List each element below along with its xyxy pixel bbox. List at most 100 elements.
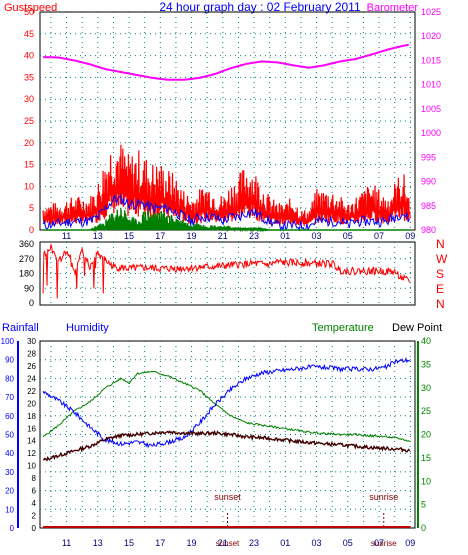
hour-tick-label: 23 — [249, 538, 259, 548]
wind-pressure-hour-ticks: 11 13 15 17 19 21 23 01 03 05 07 09 — [62, 231, 415, 241]
rainfall-tick-label: 20 — [5, 487, 14, 496]
barometer-tick-label: 1010 — [421, 80, 441, 90]
humidity-tick-label: 30 — [27, 337, 36, 346]
gustspeed-tick-label: 20 — [24, 138, 34, 148]
gustspeed-tick-label: 50 — [24, 7, 34, 17]
rainfall-tick-label: 60 — [5, 412, 14, 421]
hour-tick-label: 07 — [374, 538, 384, 548]
barometer-tick-label: 1005 — [421, 104, 441, 114]
hour-tick-label: 17 — [155, 538, 165, 548]
rainfall-tick-label: 0 — [10, 524, 15, 533]
hour-tick-label: 05 — [343, 538, 353, 548]
sun-event-label: sunset — [214, 492, 241, 502]
gustspeed-tick-label: 15 — [24, 160, 34, 170]
wind-direction-grid — [40, 242, 415, 305]
hour-tick-label: 01 — [280, 231, 290, 241]
hour-tick-label: 17 — [155, 231, 165, 241]
humidity-tick-label: 18 — [27, 412, 36, 421]
humidity-tick-label: 6 — [32, 487, 37, 496]
wind-direction-tick-label: 0 — [29, 298, 34, 308]
hour-tick-label: 03 — [312, 538, 322, 548]
rainfall-tick-label: 30 — [5, 468, 14, 477]
hour-tick-label: 19 — [187, 231, 197, 241]
barometer-tick-label: 990 — [421, 177, 436, 187]
gustspeed-line — [42, 144, 411, 227]
temperature-tick-label: 20 — [421, 430, 431, 440]
rainfall-tick-label: 90 — [5, 356, 14, 365]
barometer-tick-label: 985 — [421, 201, 436, 211]
hour-tick-label: 15 — [124, 231, 134, 241]
hour-tick-label: 01 — [280, 538, 290, 548]
humidity-tick-label: 16 — [27, 424, 36, 433]
hour-tick-label: 13 — [93, 538, 103, 548]
temperature-line — [42, 370, 411, 442]
compass-letter: W — [436, 252, 448, 266]
temperature-axis-ticks: 0 5 10 15 20 25 30 35 40 — [421, 336, 431, 533]
sun-event-axis-label: sunset — [216, 539, 240, 548]
hour-tick-label: 15 — [124, 538, 134, 548]
gustspeed-tick-label: 25 — [24, 116, 34, 126]
temperature-tick-label: 0 — [421, 523, 426, 533]
average-wind-line — [42, 193, 410, 232]
humidity-tick-label: 20 — [27, 399, 36, 408]
rainfall-tick-label: 80 — [5, 374, 14, 383]
wind-pressure-plot-frame — [39, 11, 416, 231]
gustspeed-axis-ticks: 0 5 10 15 20 25 30 35 40 45 50 — [24, 7, 34, 235]
gustspeed-tick-label: 0 — [29, 225, 34, 235]
barometer-tick-label: 1000 — [421, 128, 441, 138]
hour-tick-label: 19 — [187, 538, 197, 548]
compass-letter: N — [436, 297, 445, 311]
wind-pressure-series — [42, 43, 411, 233]
humidity-tick-label: 28 — [27, 349, 36, 358]
compass-letter: N — [436, 237, 445, 251]
rainfall-axis-ticks: 0 10 20 30 40 50 60 70 80 90 100 — [1, 337, 15, 533]
temperature-tick-label: 5 — [421, 500, 426, 510]
hour-tick-label: 09 — [405, 538, 415, 548]
hour-tick-label: 13 — [93, 231, 103, 241]
humidity-axis-title: Humidity — [66, 322, 109, 334]
compass-letter: E — [436, 282, 444, 296]
sun-event-annotations: sunset sunset sunrise sunrise — [214, 492, 398, 548]
temperature-tick-label: 30 — [421, 383, 431, 393]
wind-direction-line — [42, 244, 410, 299]
gustspeed-tick-label: 35 — [24, 72, 34, 82]
gustspeed-tick-label: 5 — [29, 203, 34, 213]
humidity-temperature-grid — [17, 341, 419, 528]
hour-tick-label: 23 — [249, 231, 259, 241]
humidity-tick-label: 8 — [32, 474, 37, 483]
sun-event-axis-label: sunrise — [371, 539, 397, 548]
barometer-line — [43, 43, 409, 81]
humidity-tick-label: 26 — [27, 362, 36, 371]
gustspeed-tick-label: 10 — [24, 181, 34, 191]
temperature-tick-label: 40 — [421, 336, 431, 346]
barometer-tick-label: 995 — [421, 152, 436, 162]
hour-tick-label: 05 — [343, 231, 353, 241]
temperature-axis-title: Temperature — [312, 322, 374, 334]
hour-tick-label: 03 — [312, 231, 322, 241]
humidity-tick-label: 24 — [27, 374, 36, 383]
hour-tick-label: 11 — [62, 231, 71, 241]
humidity-tick-label: 0 — [32, 524, 37, 533]
humidity-tick-label: 2 — [32, 512, 37, 521]
hour-tick-label: 21 — [218, 538, 228, 548]
barometer-axis-ticks: 980 985 990 995 1000 1005 1010 1015 1020 1025 — [421, 7, 441, 235]
rainfall-tick-label: 40 — [5, 449, 14, 458]
gustspeed-tick-label: 40 — [24, 51, 34, 61]
barometer-axis-title: Barometer — [367, 2, 419, 14]
hour-tick-label: 11 — [62, 538, 71, 548]
hour-tick-label: 21 — [218, 231, 228, 241]
gustspeed-tick-label: 30 — [24, 94, 34, 104]
humidity-tick-label: 10 — [27, 462, 36, 471]
humidity-temperature-series — [42, 357, 411, 528]
gustspeed-axis-title: Gustspeed — [4, 2, 57, 14]
humidity-tick-label: 22 — [27, 387, 36, 396]
sun-event-label: sunrise — [369, 492, 398, 502]
wind-direction-plot-frame — [39, 241, 416, 306]
hour-tick-label: 09 — [405, 231, 415, 241]
minimum-wind-line — [43, 208, 410, 233]
wind-direction-tick-label: 90 — [24, 283, 34, 293]
gustspeed-tick-label: 45 — [24, 29, 34, 39]
